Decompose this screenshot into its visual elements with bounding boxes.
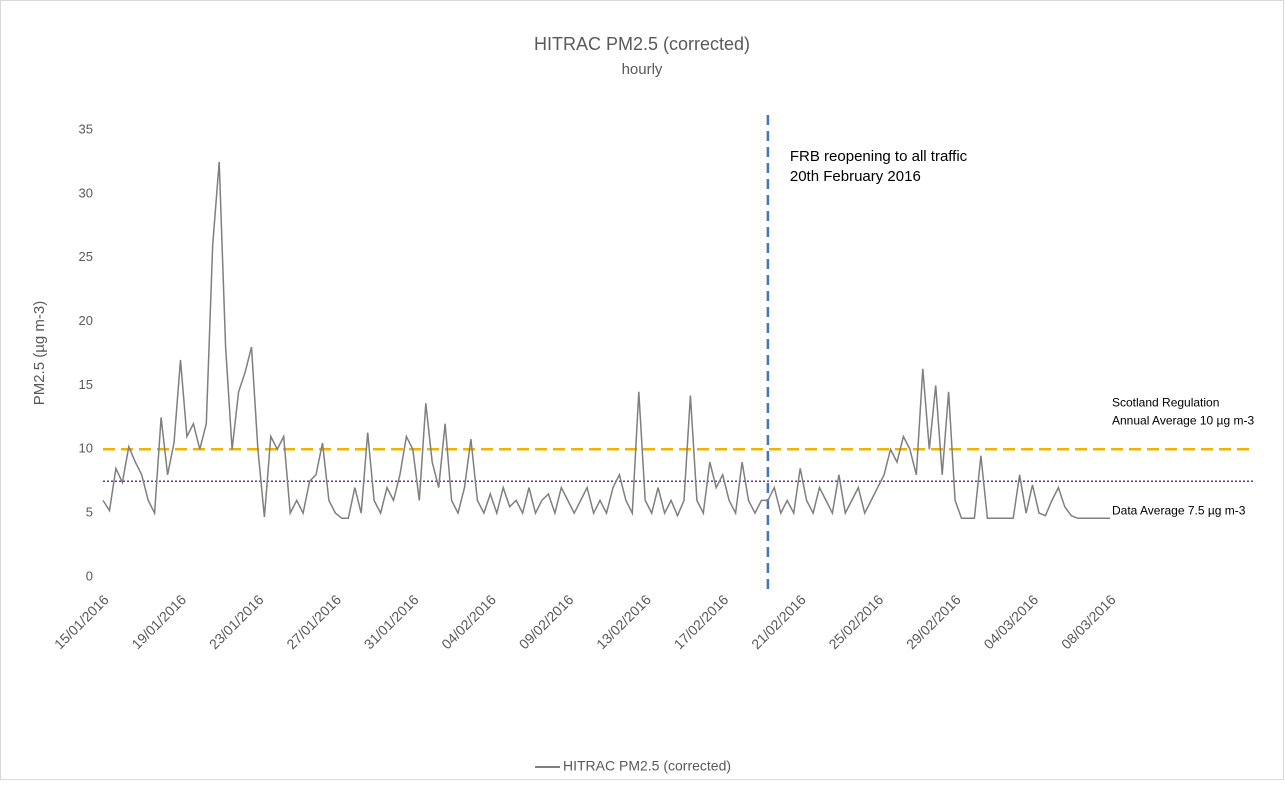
event-label: 20th February 2016 <box>790 168 921 185</box>
y-tick-label: 20 <box>79 313 93 328</box>
y-axis-label: PM2.5 (µg m-3) <box>31 301 48 406</box>
chart-title: HITRAC PM2.5 (corrected) <box>534 34 750 54</box>
y-tick-label: 35 <box>79 121 93 136</box>
reference-label: Annual Average 10 µg m-3 <box>1112 413 1254 427</box>
y-tick-label: 30 <box>79 185 93 200</box>
y-tick-label: 0 <box>86 568 93 583</box>
y-tick-label: 5 <box>86 505 93 520</box>
reference-label: Data Average 7.5 µg m-3 <box>1112 503 1246 517</box>
reference-label: Scotland Regulation <box>1112 395 1219 409</box>
data-line <box>102 161 1110 520</box>
y-tick-label: 10 <box>79 441 93 456</box>
y-tick-label: 25 <box>79 249 93 264</box>
chart-subtitle: hourly <box>622 61 663 78</box>
y-tick-label: 15 <box>79 377 93 392</box>
event-label: FRB reopening to all traffic <box>790 148 968 165</box>
legend-label: HITRAC PM2.5 (corrected) <box>563 758 731 774</box>
